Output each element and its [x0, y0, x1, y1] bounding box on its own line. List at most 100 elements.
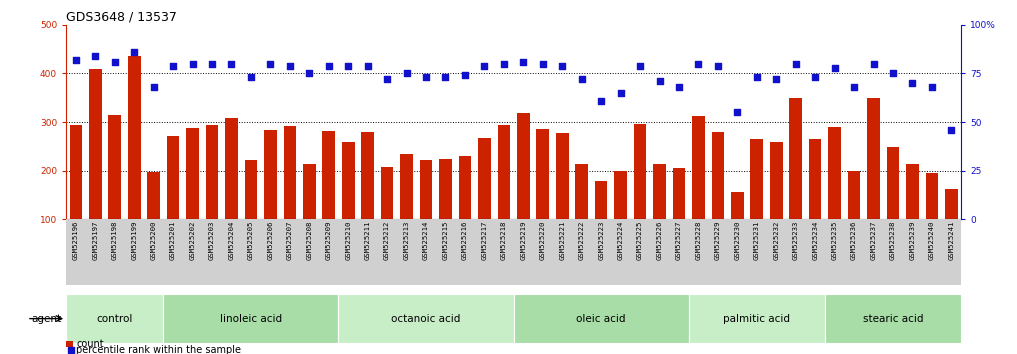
Text: GSM525236: GSM525236 — [851, 221, 857, 260]
Text: GSM525204: GSM525204 — [229, 221, 235, 260]
Text: GSM525218: GSM525218 — [500, 221, 506, 260]
Text: GSM525223: GSM525223 — [598, 221, 604, 260]
Bar — [66, 341, 73, 347]
Bar — [634, 124, 647, 219]
Text: GSM525196: GSM525196 — [73, 221, 79, 260]
Bar — [225, 118, 238, 219]
Point — [62, 348, 78, 353]
Point — [768, 76, 784, 82]
Point — [554, 63, 571, 68]
Bar — [614, 171, 626, 219]
Bar — [88, 69, 102, 219]
Text: GSM525230: GSM525230 — [734, 221, 740, 260]
Point — [710, 63, 726, 68]
Text: GSM525222: GSM525222 — [579, 221, 585, 260]
Bar — [693, 116, 705, 219]
Point — [320, 63, 337, 68]
Bar — [828, 127, 841, 219]
Point — [827, 65, 843, 70]
Text: GSM525215: GSM525215 — [442, 221, 448, 260]
Point — [107, 59, 123, 64]
Text: GSM525225: GSM525225 — [637, 221, 643, 260]
Text: GSM525203: GSM525203 — [210, 221, 215, 260]
Text: GSM525229: GSM525229 — [715, 221, 721, 260]
Bar — [420, 160, 432, 219]
Text: GSM525228: GSM525228 — [696, 221, 702, 260]
Bar — [887, 147, 899, 219]
Point — [651, 78, 667, 84]
Point — [807, 74, 824, 80]
Bar — [689, 294, 825, 343]
Bar — [809, 139, 822, 219]
Text: GSM525216: GSM525216 — [462, 221, 468, 260]
Text: stearic acid: stearic acid — [862, 314, 923, 324]
Bar — [167, 136, 179, 219]
Point — [904, 80, 920, 86]
Text: GSM525232: GSM525232 — [773, 221, 779, 260]
Bar — [945, 189, 958, 219]
Text: GSM525209: GSM525209 — [325, 221, 332, 260]
Text: GSM525235: GSM525235 — [832, 221, 838, 260]
Bar — [380, 167, 394, 219]
Bar — [925, 173, 939, 219]
Text: linoleic acid: linoleic acid — [220, 314, 282, 324]
Point — [203, 61, 220, 67]
Text: GSM525231: GSM525231 — [754, 221, 760, 260]
Bar — [576, 165, 588, 219]
Point — [301, 70, 317, 76]
Bar — [186, 128, 199, 219]
Bar — [848, 171, 860, 219]
Bar — [868, 98, 880, 219]
Text: GSM525221: GSM525221 — [559, 221, 565, 260]
Text: GSM525207: GSM525207 — [287, 221, 293, 260]
Text: GSM525227: GSM525227 — [676, 221, 682, 260]
Point — [243, 74, 259, 80]
Text: GSM525198: GSM525198 — [112, 221, 118, 260]
Text: GSM525220: GSM525220 — [540, 221, 546, 260]
Point — [516, 59, 532, 64]
Bar — [264, 130, 277, 219]
Point — [612, 90, 629, 96]
Point — [593, 98, 609, 103]
Point — [632, 63, 648, 68]
Point — [846, 84, 862, 90]
Bar — [284, 126, 296, 219]
Text: GSM525241: GSM525241 — [948, 221, 954, 260]
Text: GSM525208: GSM525208 — [306, 221, 312, 260]
Point — [457, 73, 473, 78]
Bar — [672, 169, 685, 219]
Point — [165, 63, 181, 68]
Text: GSM525205: GSM525205 — [248, 221, 254, 260]
Bar — [245, 160, 257, 219]
Text: GSM525237: GSM525237 — [871, 221, 877, 260]
Bar — [401, 154, 413, 219]
Bar — [825, 294, 961, 343]
Point — [340, 63, 356, 68]
Point — [184, 61, 200, 67]
Text: oleic acid: oleic acid — [577, 314, 625, 324]
Text: GSM525201: GSM525201 — [170, 221, 176, 260]
Bar — [303, 165, 315, 219]
Bar — [459, 156, 471, 219]
Point — [923, 84, 940, 90]
Point — [495, 61, 512, 67]
Bar — [556, 133, 569, 219]
Text: GSM525219: GSM525219 — [521, 221, 527, 260]
Text: GSM525226: GSM525226 — [657, 221, 662, 260]
Bar — [66, 294, 164, 343]
Point — [360, 63, 376, 68]
Text: GSM525199: GSM525199 — [131, 221, 137, 260]
Text: GSM525206: GSM525206 — [267, 221, 274, 260]
Bar — [478, 138, 491, 219]
Point — [282, 63, 298, 68]
Bar — [712, 132, 724, 219]
Bar — [109, 115, 121, 219]
Bar — [497, 125, 511, 219]
Bar — [69, 125, 82, 219]
Point — [574, 76, 590, 82]
Point — [379, 76, 396, 82]
Bar — [517, 113, 530, 219]
Bar — [342, 142, 355, 219]
Point — [943, 127, 959, 133]
Bar — [770, 142, 782, 219]
